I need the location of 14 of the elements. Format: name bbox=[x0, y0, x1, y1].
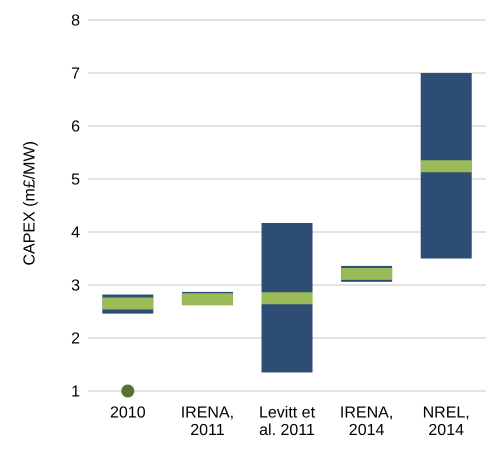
y-tick-label: 6 bbox=[71, 118, 80, 136]
y-tick-label: 5 bbox=[71, 172, 80, 189]
x-tick-label: NREL, 2014 bbox=[422, 404, 470, 439]
y-tick-label: 2 bbox=[71, 330, 80, 348]
x-tick-label: IRENA, 2011 bbox=[180, 404, 234, 439]
y-tick-label: 4 bbox=[71, 224, 80, 242]
y-tick-label: 8 bbox=[71, 12, 80, 30]
y-tick-label: 3 bbox=[71, 278, 80, 295]
x-tick-label: 2010 bbox=[110, 404, 146, 422]
x-tick-label: IRENA, 2014 bbox=[340, 404, 394, 439]
y-axis-title: CAPEX (m£/MW) bbox=[22, 141, 39, 266]
y-tick-label: 7 bbox=[71, 66, 80, 83]
x-tick-label: Levitt et al. 2011 bbox=[258, 404, 316, 439]
y-tick-label: 1 bbox=[71, 384, 80, 401]
